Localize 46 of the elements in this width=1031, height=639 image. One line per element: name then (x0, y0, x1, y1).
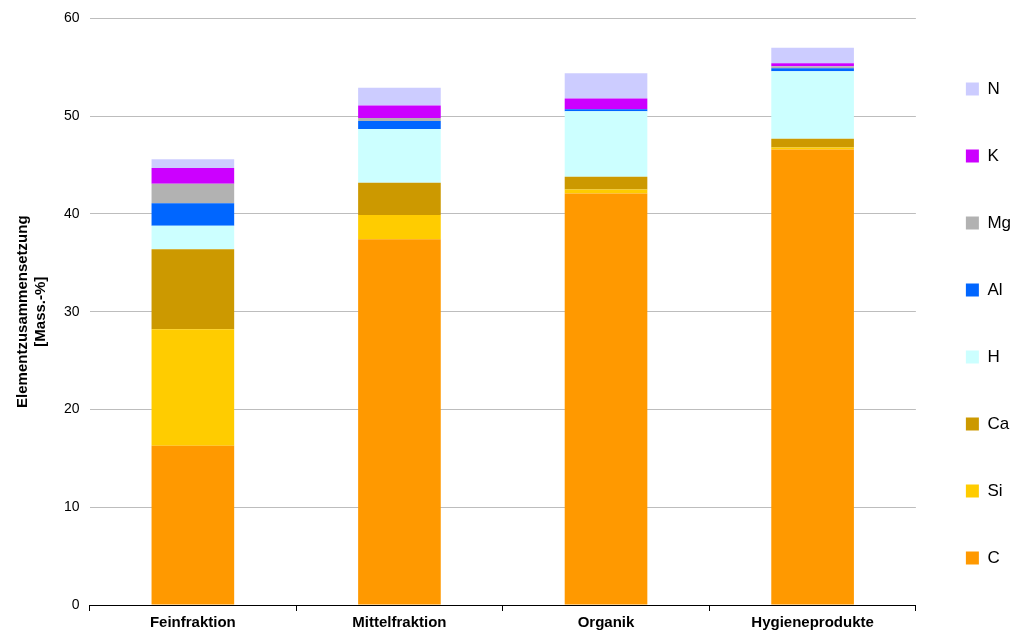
legend-label: Al (987, 279, 1003, 299)
bar (358, 118, 441, 122)
bar (151, 445, 235, 605)
bar (564, 73, 648, 99)
x-tick-label: Hygieneprodukte (751, 613, 874, 631)
legend-label: H (987, 346, 1000, 366)
bar (771, 47, 854, 64)
bar (358, 121, 441, 129)
bar (771, 71, 854, 139)
bar (151, 167, 235, 184)
bar (358, 214, 441, 240)
y-tick-label: 10 (63, 498, 80, 515)
bar (564, 193, 648, 605)
legend-label: C (987, 547, 1000, 567)
y-tick-label: 0 (71, 595, 80, 612)
bar (358, 105, 441, 119)
bar (358, 87, 441, 106)
x-tick-label: Mittelfraktion (352, 613, 447, 631)
y-tick-label: 30 (63, 302, 80, 319)
y-tick-label: 50 (63, 107, 80, 124)
bar (151, 159, 235, 168)
bar (151, 225, 235, 250)
y-tick-label: 60 (63, 9, 80, 26)
bar (151, 203, 235, 226)
y-tick-label: 40 (63, 204, 80, 221)
bar (358, 239, 441, 605)
bar (151, 249, 235, 330)
bar (771, 149, 854, 605)
bar (564, 111, 648, 177)
bar (564, 176, 648, 190)
legend-label: K (987, 145, 1000, 165)
bar (564, 189, 648, 194)
legend-label: Si (987, 480, 1003, 500)
bar (771, 138, 854, 148)
x-tick-label: Organik (577, 613, 636, 631)
x-tick-label: Feinfraktion (149, 613, 236, 631)
bar (564, 98, 648, 110)
bar (151, 183, 235, 204)
bar (151, 329, 235, 446)
y-tick-label: 20 (63, 400, 80, 417)
bar (358, 128, 441, 183)
legend-label: Mg (987, 212, 1012, 232)
legend-label: Ca (987, 413, 1010, 433)
bar (358, 182, 441, 215)
legend-label: N (987, 78, 1000, 98)
y-axis-title: Elementzusammensetzung [Mass.-%] (13, 215, 49, 408)
